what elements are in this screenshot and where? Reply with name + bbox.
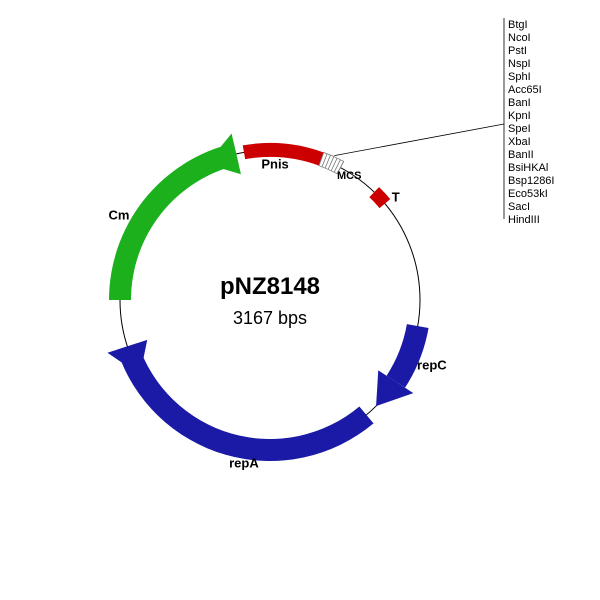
enzyme-label: BanI [508, 97, 531, 109]
enzyme-label: SacI [508, 201, 530, 213]
enzyme-label: NcoI [508, 32, 531, 44]
MCS: MCS [319, 152, 362, 181]
enzyme-label: XbaI [508, 136, 531, 148]
enzyme-label: NspI [508, 58, 531, 70]
enzyme-label: PstI [508, 45, 527, 57]
enzyme-callout: BtgINcoIPstINspISphIAcc65IBanIKpnISpeIXb… [334, 18, 554, 226]
Cm-label: Cm [109, 207, 130, 222]
enzyme-label: BtgI [508, 19, 528, 31]
repA: repA [107, 340, 373, 471]
repA-label: repA [229, 456, 259, 471]
enzyme-label: Bsp1286I [508, 175, 554, 187]
plasmid-size: 3167 bps [233, 308, 307, 328]
repC-label: repC [417, 357, 447, 372]
enzyme-label: HindIII [508, 214, 540, 226]
enzyme-leader [334, 124, 504, 156]
enzyme-label: BanII [508, 149, 534, 161]
enzyme-label: SphI [508, 71, 531, 83]
plasmid-name: pNZ8148 [220, 273, 320, 300]
Pnis: Pnis [243, 143, 324, 172]
T-label: T [392, 190, 400, 205]
enzyme-label: Acc65I [508, 84, 542, 96]
enzyme-label: Eco53kI [508, 188, 548, 200]
enzyme-label: KpnI [508, 110, 531, 122]
T: T [369, 187, 399, 208]
enzyme-label: BsiHKAl [508, 162, 548, 174]
Pnis-label: Pnis [261, 157, 288, 172]
MCS-label: MCS [337, 170, 361, 182]
repC: repC [376, 324, 447, 406]
enzyme-label: SpeI [508, 123, 531, 135]
